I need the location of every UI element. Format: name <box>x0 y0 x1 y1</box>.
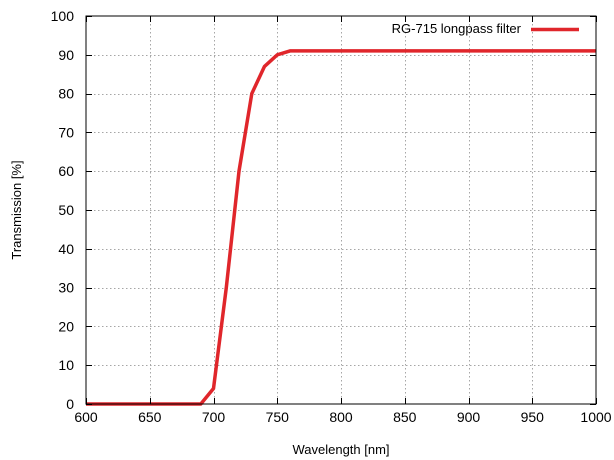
x-tick-label: 700 <box>202 409 226 425</box>
grid-lines <box>86 16 596 404</box>
y-tick-label: 40 <box>58 241 74 257</box>
y-tick-label: 90 <box>58 47 74 63</box>
series-line <box>86 49 596 406</box>
y-tick-labels: 0 10 20 30 40 50 60 70 80 90 100 <box>51 8 75 412</box>
x-tick-labels: 600 650 700 750 800 850 900 950 1000 <box>74 409 611 425</box>
y-tick-label: 0 <box>66 396 74 412</box>
y-tick-label: 100 <box>51 8 75 24</box>
y-tick-label: 60 <box>58 163 74 179</box>
legend-label: RG-715 longpass filter <box>392 21 522 36</box>
x-tick-label: 950 <box>521 409 545 425</box>
x-tick-label: 600 <box>74 409 98 425</box>
x-tick-label: 1000 <box>580 409 611 425</box>
x-tick-label: 850 <box>393 409 417 425</box>
y-tick-label: 30 <box>58 280 74 296</box>
x-axis-label: Wavelength [nm] <box>292 442 389 457</box>
y-tick-label: 10 <box>58 357 74 373</box>
y-tick-label: 80 <box>58 86 74 102</box>
y-tick-label: 20 <box>58 318 74 334</box>
y-tick-label: 70 <box>58 124 74 140</box>
x-tick-label: 650 <box>138 409 162 425</box>
axis-ticks <box>86 16 597 405</box>
x-tick-label: 800 <box>329 409 353 425</box>
series-layer <box>86 49 596 406</box>
legend: RG-715 longpass filter <box>392 21 579 36</box>
x-tick-label: 750 <box>266 409 290 425</box>
y-axis-label: Transmission [%] <box>9 160 24 259</box>
x-tick-label: 900 <box>457 409 481 425</box>
y-tick-label: 50 <box>58 202 74 218</box>
